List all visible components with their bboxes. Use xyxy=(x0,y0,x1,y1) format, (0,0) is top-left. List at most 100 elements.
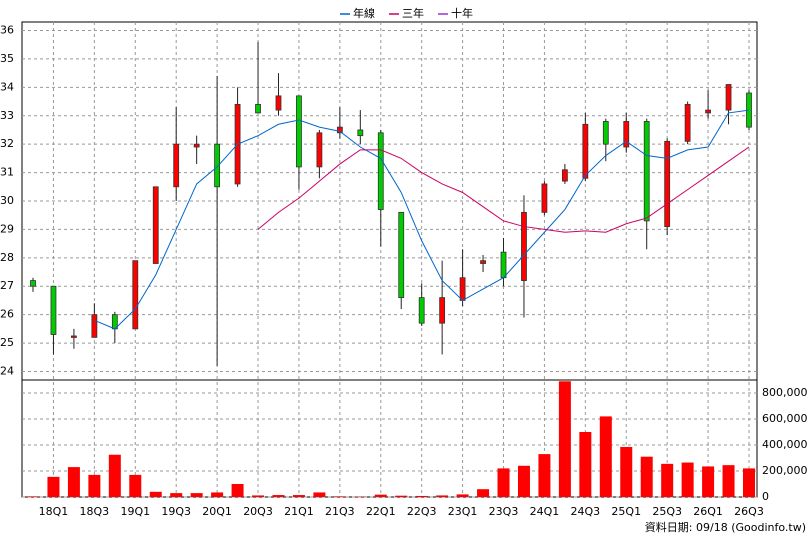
x-tick-label: 19Q1 xyxy=(120,505,150,518)
volume-bar xyxy=(211,492,224,497)
candle-body xyxy=(664,140,671,227)
x-tick-label: 23Q3 xyxy=(489,505,519,518)
volume-bar xyxy=(702,466,715,497)
x-tick-label: 20Q1 xyxy=(202,505,232,518)
volume-bar xyxy=(292,495,305,497)
y-tick-label: 28 xyxy=(0,251,14,264)
candle-body xyxy=(357,129,364,137)
candle-body xyxy=(705,109,711,114)
volume-bar xyxy=(272,495,285,497)
y-tick-label: 24 xyxy=(0,364,14,377)
candle-body xyxy=(643,121,650,222)
candle-body xyxy=(439,297,446,324)
volume-tick-label: 200,000 xyxy=(762,464,808,477)
ma-line xyxy=(257,146,750,233)
legend-label: 十年 xyxy=(451,6,473,20)
candle-body xyxy=(459,277,466,301)
candle-body xyxy=(71,335,77,338)
candle-body xyxy=(582,123,589,179)
candle-body xyxy=(561,169,568,182)
x-tick-label: 21Q3 xyxy=(325,505,355,518)
volume-bar xyxy=(129,474,142,497)
y-tick-label: 36 xyxy=(0,24,14,37)
y-tick-label: 33 xyxy=(0,109,14,122)
volume-bar xyxy=(743,468,755,497)
volume-bar xyxy=(640,456,653,497)
candle-body xyxy=(623,121,630,148)
x-tick-label: 25Q3 xyxy=(652,505,682,518)
volume-bar xyxy=(436,495,449,497)
candle-body xyxy=(684,103,691,142)
volume-bar xyxy=(558,381,571,497)
x-tick-label: 25Q1 xyxy=(611,505,641,518)
footer: 資料日期: 09/18 (Goodinfo.tw) xyxy=(645,520,806,534)
volume-bar xyxy=(27,496,39,497)
volume-bar xyxy=(374,494,387,497)
ma-line xyxy=(94,109,750,330)
candle-body xyxy=(50,285,57,335)
candle-body xyxy=(316,132,323,168)
candle-body xyxy=(480,260,486,264)
volume-bar xyxy=(722,465,735,497)
volume-bar xyxy=(170,493,183,497)
candle-body xyxy=(173,143,180,188)
x-tick-label: 22Q3 xyxy=(407,505,437,518)
x-tick-label: 19Q3 xyxy=(161,505,191,518)
y-tick-label: 30 xyxy=(0,194,14,207)
volume-bar xyxy=(620,446,633,497)
x-tick-label: 18Q3 xyxy=(80,505,110,518)
y-tick-label: 34 xyxy=(0,80,14,93)
volume-bar xyxy=(333,496,346,497)
x-tick-label: 24Q1 xyxy=(530,505,560,518)
volume-bar xyxy=(395,495,408,497)
plot-frame xyxy=(21,21,758,498)
volume-bar xyxy=(497,468,510,497)
candle-body xyxy=(91,314,98,338)
candle-body xyxy=(193,143,200,148)
x-tick-label: 26Q1 xyxy=(693,505,723,518)
volume-tick-label: 600,000 xyxy=(762,412,808,425)
candle-body xyxy=(500,251,507,279)
volume-tick-label: 0 xyxy=(762,490,769,503)
volume-bar xyxy=(415,495,428,497)
volume-bar xyxy=(477,489,490,497)
x-tick-label: 26Q3 xyxy=(734,505,764,518)
volume-bar xyxy=(88,474,101,497)
volume-bar xyxy=(231,484,244,497)
volume-bar xyxy=(149,491,162,497)
volume-bar xyxy=(681,462,694,497)
volume-bar xyxy=(599,416,612,497)
legend-label: 三年 xyxy=(402,6,424,20)
candle-body xyxy=(602,121,609,145)
volume-bar xyxy=(67,467,80,497)
x-tick-label: 18Q1 xyxy=(39,505,69,518)
candle-body xyxy=(377,132,384,210)
x-tick-label: 20Q3 xyxy=(243,505,273,518)
candle-body xyxy=(398,211,405,299)
volume-bar xyxy=(661,463,674,497)
candle-body xyxy=(725,84,732,111)
y-tick-label: 25 xyxy=(0,336,14,349)
volume-bar xyxy=(456,494,469,497)
candle-body xyxy=(541,183,548,213)
candle-body xyxy=(296,95,302,168)
x-tick-label: 22Q1 xyxy=(366,505,396,518)
y-tick-label: 32 xyxy=(0,137,14,150)
y-tick-label: 29 xyxy=(0,222,14,235)
volume-bar xyxy=(108,454,121,497)
candle-body xyxy=(30,280,36,287)
candle-body xyxy=(255,103,261,114)
x-tick-label: 24Q3 xyxy=(571,505,601,518)
y-tick-label: 31 xyxy=(0,166,14,179)
x-tick-label: 23Q1 xyxy=(448,505,478,518)
volume-bar xyxy=(47,476,60,497)
volume-bar xyxy=(313,492,326,497)
candle-body xyxy=(336,126,343,134)
y-tick-label: 27 xyxy=(0,279,14,292)
legend-label: 年線 xyxy=(353,6,375,20)
x-tick-label: 21Q1 xyxy=(284,505,314,518)
volume-bar xyxy=(252,495,265,497)
volume-bar xyxy=(517,465,530,497)
candle-body xyxy=(418,297,425,324)
